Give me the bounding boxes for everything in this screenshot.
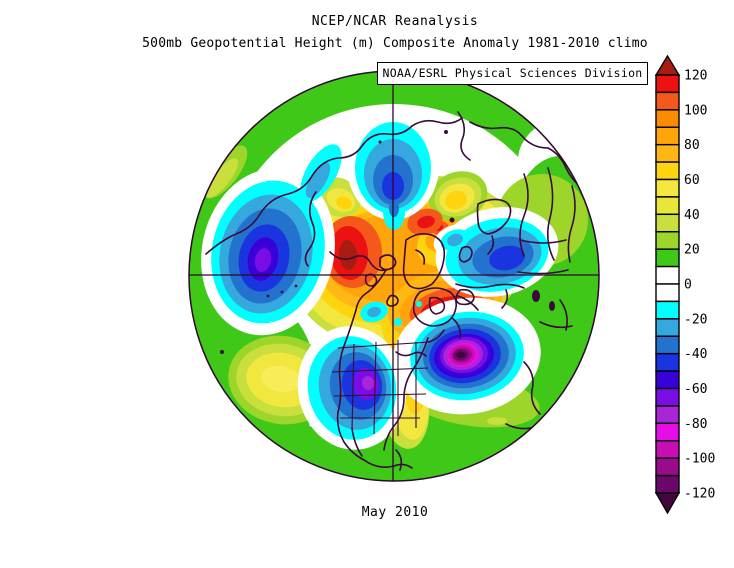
colorbar-segment [655,178,680,198]
period-label: May 2010 [361,505,429,520]
bering-negative-anomaly [201,144,342,336]
colorbar-segment [655,109,680,128]
colorbar-segment [655,213,680,233]
page-subtitle: 500mb Geopotential Height (m) Composite … [142,36,648,51]
colorbar-tick-label: 20 [684,243,700,258]
colorbar-segment [655,440,680,459]
colorbar: 120 100 80 60 40 20 0 -20 -40 -60 -80 -100 -120 [654,54,715,515]
colorbar-tick-label: 0 [684,278,692,293]
colorbar-segment [655,370,680,390]
colorbar-segment [655,265,680,285]
colorbar-segment [655,422,680,442]
colorbar-segment [655,387,680,407]
colorbar-arrow-top [654,54,681,76]
source-label-box: NOAA/ESRL Physical Sciences Division [377,62,648,85]
colorbar-segment [655,143,680,163]
colorbar-tick-label: -120 [684,487,715,502]
colorbar-segment [655,91,680,111]
source-label: NOAA/ESRL Physical Sciences Division [382,66,643,80]
colorbar-tick-label: -100 [684,452,715,467]
colorbar-tick-label: -40 [684,347,707,362]
map-field [189,71,599,481]
colorbar-segment [655,74,680,94]
page-title: NCEP/NCAR Reanalysis [311,14,479,29]
colorbar-segment [655,352,680,372]
western-us-negative-anomaly [297,326,407,450]
state-borders [331,340,431,436]
coastlines [205,111,585,471]
colorbar-segment [655,196,680,216]
crosshair-gridlines [189,71,599,481]
colorbar-segment [655,231,680,250]
colorbar-segment [655,335,680,355]
colorbar-segment [655,474,680,494]
colorbar-segment [655,126,680,146]
colorbar-tick-label: -80 [684,417,707,432]
colorbar-segment [655,300,680,320]
title-block: NCEP/NCAR Reanalysis 500mb Geopotential … [0,14,734,52]
colorbar-tick-label: 100 [684,103,707,118]
colorbar-segment [655,457,680,477]
colorbar-tick-label: 60 [684,173,700,188]
colorbar-tick-label: -60 [684,382,707,397]
colorbar-segment [655,248,680,268]
colorbar-tick-label: 120 [684,69,707,84]
colorbar-segment [655,283,680,303]
colorbar-tick-label: 80 [684,138,700,153]
colorbar-tick-label: 40 [684,208,700,223]
colorbar-segment [655,405,680,425]
nw-atlantic-deep-negative-anomaly [393,297,541,415]
colorbar-segment [655,161,680,181]
colorbar-tick-label: -20 [684,312,707,327]
colorbar-segment [655,318,680,337]
